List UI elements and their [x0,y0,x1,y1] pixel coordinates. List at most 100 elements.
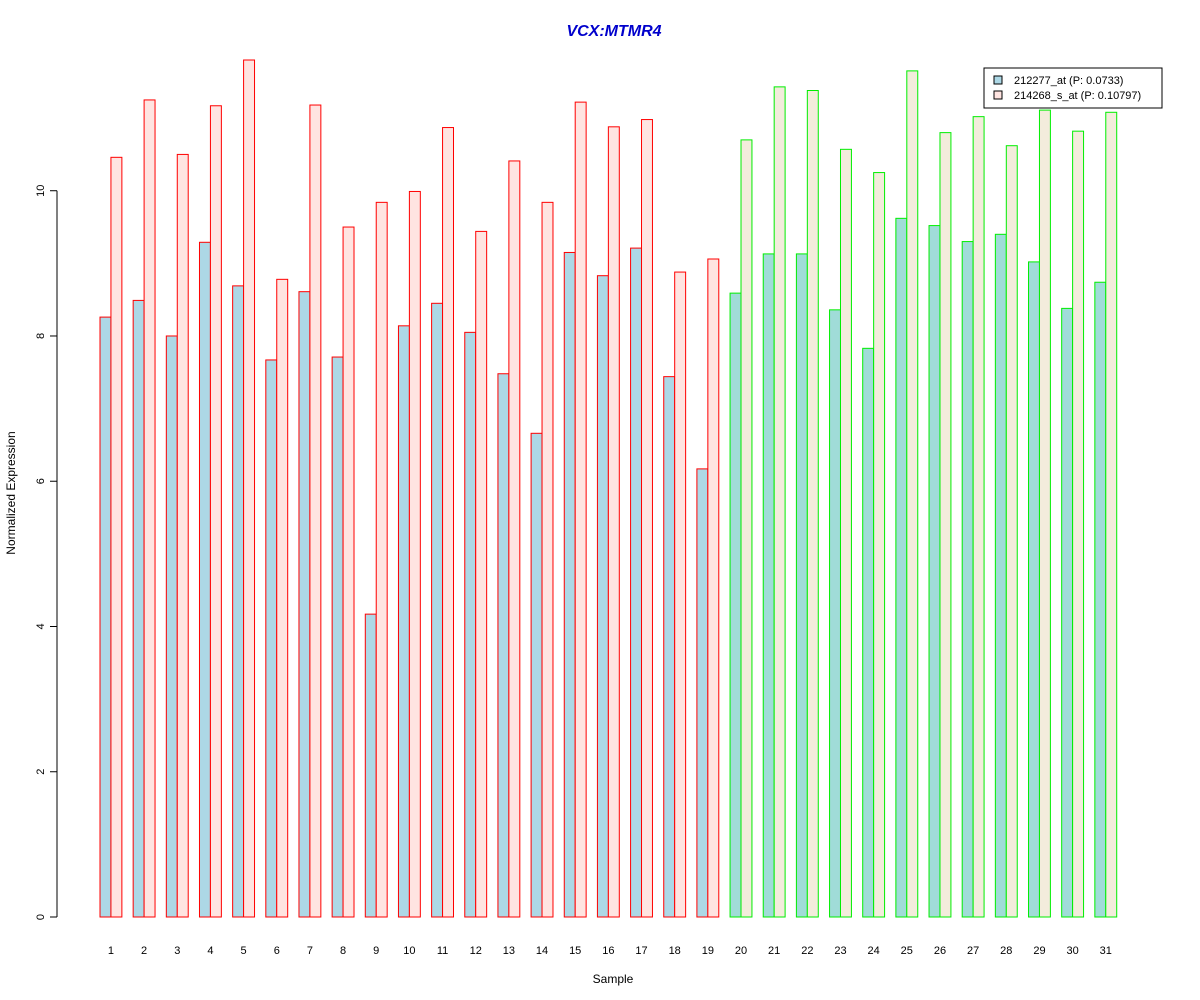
y-tick-label: 6 [35,478,47,484]
bar-sample-20-series-2 [740,139,753,918]
y-tick-label: 0 [35,914,47,920]
bar-sample-29-series-1 [1028,261,1040,918]
y-axis: 0 2 4 6 8 10 [35,185,58,920]
x-tick-label: 11 [437,945,448,957]
chart-title: VCX:MTMR4 [566,23,661,40]
bar-sample-5-series-2 [243,59,256,918]
bar-sample-20-series-1 [729,292,742,918]
bar-sample-27-series-2 [972,116,985,918]
bar-sample-13-series-2 [508,160,521,918]
bar-sample-10-series-1 [397,325,410,918]
bars-group [99,59,1118,918]
bar-sample-2-series-1 [132,299,145,918]
y-tick-label: 4 [35,623,47,629]
bar-sample-9-series-1 [364,613,377,918]
x-tick-label: 31 [1100,945,1112,957]
x-tick-label: 26 [934,945,946,957]
bar-sample-6-series-1 [265,359,278,918]
x-tick-label: 1 [108,945,114,957]
x-tick-label: 4 [207,945,213,957]
x-tick-label: 17 [635,945,647,957]
bar-sample-1-series-2 [110,156,123,918]
bar-sample-6-series-2 [276,278,289,918]
x-tick-label: 3 [174,945,180,957]
bar-sample-27-series-1 [961,241,974,918]
x-tick-label: 15 [569,945,581,957]
y-tick-label: 8 [35,333,47,339]
bar-sample-19-series-1 [696,468,709,918]
x-tick-label: 27 [967,945,979,957]
bar-sample-2-series-2 [143,99,156,918]
bar-sample-14-series-1 [530,432,543,918]
x-tick-label: 9 [373,945,379,957]
bar-sample-3-series-2 [176,153,189,918]
x-tick-label: 24 [868,945,880,957]
bar-sample-25-series-1 [895,217,908,918]
bar-sample-17-series-1 [630,247,643,918]
bar-sample-24-series-2 [873,172,886,918]
bar-sample-14-series-2 [541,201,554,918]
bar-sample-30-series-1 [1061,307,1074,918]
bar-sample-11-series-1 [431,302,444,918]
x-tick-label: 12 [470,945,482,957]
bar-sample-28-series-2 [1005,145,1018,918]
x-axis-label: Sample [593,972,634,986]
x-tick-label: 29 [1033,945,1045,957]
x-tick-label: 13 [503,945,515,957]
bar-sample-15-series-1 [563,251,576,918]
bar-sample-10-series-2 [408,190,421,918]
x-tick-label: 19 [702,945,714,957]
x-tick-label: 23 [834,945,846,957]
bar-sample-4-series-1 [198,241,211,918]
bar-sample-29-series-2 [1038,109,1051,918]
bar-sample-22-series-1 [795,253,808,918]
x-tick-label: 30 [1066,945,1078,957]
bar-sample-8-series-1 [331,356,344,918]
x-tick-label: 18 [669,945,681,957]
bar-sample-11-series-2 [442,127,454,918]
legend-swatch-series-1 [993,75,1003,85]
x-tick-label: 21 [768,945,780,957]
bar-sample-22-series-2 [806,90,819,918]
x-tick-label: 16 [602,945,614,957]
x-tick-label: 5 [241,945,247,957]
bar-sample-4-series-2 [209,105,222,918]
bar-sample-21-series-2 [773,86,786,918]
bar-sample-1-series-1 [99,316,112,918]
bar-sample-26-series-2 [939,132,952,918]
bar-sample-9-series-2 [375,201,388,918]
bar-sample-30-series-2 [1072,130,1085,918]
bar-sample-7-series-2 [309,104,322,918]
x-tick-label: 28 [1000,945,1012,957]
bar-sample-7-series-1 [298,291,311,918]
bar-sample-13-series-1 [497,373,510,918]
bar-sample-31-series-2 [1105,111,1118,918]
bar-sample-15-series-2 [574,101,587,918]
bar-sample-12-series-1 [464,331,477,918]
bar-sample-18-series-1 [663,376,676,918]
y-tick-label: 2 [35,769,47,775]
bar-sample-8-series-2 [342,226,355,918]
bar-sample-21-series-1 [762,253,775,918]
x-tick-label: 8 [340,945,346,957]
bar-sample-24-series-1 [862,347,875,918]
bar-sample-28-series-1 [994,233,1007,918]
x-tick-label: 2 [141,945,147,957]
x-tick-label: 7 [307,945,313,957]
bar-sample-3-series-1 [165,335,178,918]
x-tick-label: 6 [274,945,280,957]
bar-sample-17-series-2 [641,119,653,918]
x-tick-label: 10 [403,945,415,957]
x-tick-label: 14 [536,945,548,957]
bar-sample-26-series-1 [928,225,941,918]
bar-sample-16-series-1 [596,275,609,918]
bar-sample-23-series-1 [829,309,841,918]
legend-label-series-1: 212277_at (P: 0.0733) [1014,75,1123,87]
bar-sample-16-series-2 [607,126,620,918]
bar-sample-12-series-2 [475,230,488,918]
bar-sample-19-series-2 [707,258,720,918]
x-tick-label: 20 [735,945,747,957]
y-axis-label: Normalized Expression [4,431,18,554]
bar-sample-5-series-1 [232,285,245,918]
y-tick-label: 10 [35,185,47,197]
